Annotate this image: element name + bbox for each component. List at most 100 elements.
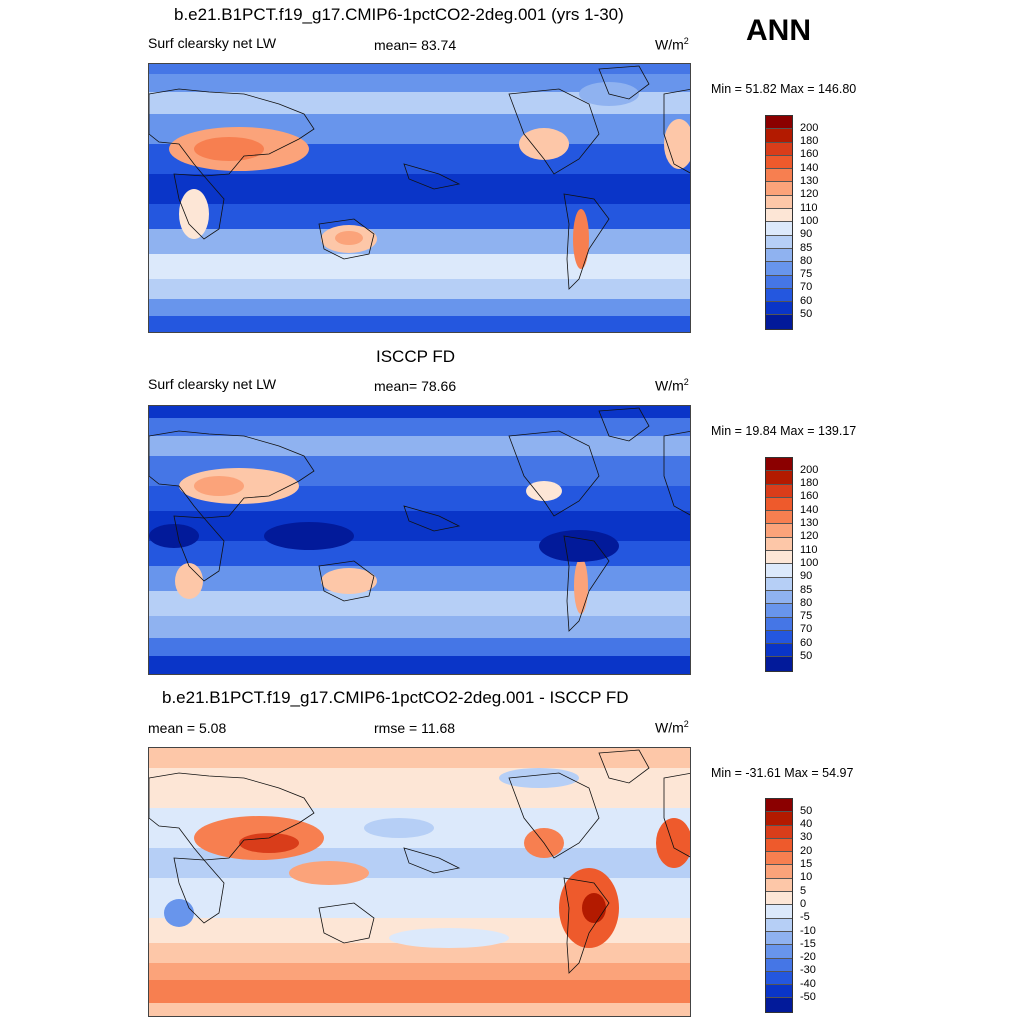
colorbar-swatch — [766, 644, 792, 658]
colorbar-swatch — [766, 471, 792, 485]
colorbar-swatch — [766, 998, 792, 1012]
panel-2-variable-label: Surf clearsky net LW — [148, 376, 277, 392]
colorbar-tick-label: 75 — [800, 268, 813, 281]
colorbar-swatch — [766, 905, 792, 919]
colorbar-tick-label: -40 — [800, 977, 816, 990]
panel-3-title: b.e21.B1PCT.f19_g17.CMIP6-1pctCO2-2deg.0… — [162, 688, 629, 707]
colorbar-swatch — [766, 825, 792, 839]
panel-2-colorbar — [765, 457, 793, 672]
panel-2-title: ISCCP FD — [376, 347, 456, 366]
colorbar-swatch — [766, 577, 792, 591]
colorbar-tick-label: -10 — [800, 924, 816, 937]
colorbar-swatch — [766, 524, 792, 538]
colorbar-swatch — [766, 604, 792, 618]
colorbar-swatch — [766, 262, 792, 276]
colorbar-tick-label: 5 — [800, 884, 807, 897]
colorbar-swatch — [766, 182, 792, 196]
colorbar-swatch — [766, 155, 792, 170]
panel-3-mean-label: mean = 5.08 — [148, 720, 227, 736]
colorbar-tick-label: 90 — [800, 570, 813, 583]
colorbar-tick-label: 70 — [800, 281, 813, 294]
colorbar-tick-label: 200 — [800, 121, 819, 134]
colorbar-swatch — [766, 484, 792, 498]
colorbar-swatch — [766, 209, 792, 223]
panel-3-map — [148, 747, 691, 1017]
panel-1-minmax: Min = 51.82 Max = 146.80 — [711, 82, 857, 96]
season-label: ANN — [746, 14, 811, 47]
colorbar-tick-label: 140 — [800, 161, 819, 174]
panel-1-colorbar — [765, 115, 793, 330]
colorbar-tick-label: -20 — [800, 951, 816, 964]
colorbar-swatch — [766, 971, 792, 986]
colorbar-tick-label: 75 — [800, 610, 813, 623]
colorbar-swatch — [766, 617, 792, 631]
colorbar-swatch — [766, 497, 792, 512]
colorbar-tick-label: 40 — [800, 818, 813, 831]
colorbar-swatch — [766, 195, 792, 210]
colorbar-tick-label: 60 — [800, 294, 813, 307]
colorbar-swatch — [766, 865, 792, 879]
colorbar-swatch — [766, 985, 792, 999]
colorbar-swatch — [766, 288, 792, 303]
panel-2-units: W/m2 — [655, 377, 689, 394]
colorbar-tick-label: -15 — [800, 937, 816, 950]
panel-2-map — [148, 405, 691, 675]
colorbar-swatch — [766, 116, 792, 130]
colorbar-tick-label: -5 — [800, 911, 810, 924]
colorbar-swatch — [766, 315, 792, 329]
colorbar-tick-label: -30 — [800, 964, 816, 977]
colorbar-tick-label: 50 — [800, 308, 813, 320]
colorbar-swatch — [766, 129, 792, 143]
colorbar-tick-label: 140 — [800, 503, 819, 516]
colorbar-swatch — [766, 537, 792, 552]
colorbar-swatch — [766, 799, 792, 813]
panel-2-minmax: Min = 19.84 Max = 139.17 — [711, 424, 857, 438]
panel-2-field — [149, 406, 690, 674]
panel-3-field — [149, 748, 690, 1016]
colorbar-swatch — [766, 657, 792, 671]
colorbar-swatch — [766, 812, 792, 826]
colorbar-swatch — [766, 852, 792, 866]
colorbar-tick-label: 80 — [800, 596, 813, 609]
colorbar-tick-label: 90 — [800, 228, 813, 241]
panel-1-title: b.e21.B1PCT.f19_g17.CMIP6-1pctCO2-2deg.0… — [174, 5, 624, 24]
colorbar-tick-label: 110 — [800, 543, 818, 556]
colorbar-tick-label: 70 — [800, 623, 813, 636]
colorbar-tick-label: 120 — [800, 530, 819, 543]
colorbar-tick-label: 130 — [800, 517, 819, 529]
colorbar-swatch — [766, 918, 792, 932]
panel-1-mean-label: mean= 83.74 — [374, 37, 457, 53]
colorbar-tick-label: 160 — [800, 490, 819, 503]
colorbar-swatch — [766, 222, 792, 236]
colorbar-swatch — [766, 551, 792, 565]
colorbar-swatch — [766, 235, 792, 249]
colorbar-tick-label: 80 — [800, 254, 813, 267]
colorbar-swatch — [766, 511, 792, 525]
colorbar-swatch — [766, 590, 792, 605]
colorbar-tick-label: 120 — [800, 188, 819, 201]
colorbar-swatch — [766, 302, 792, 316]
colorbar-swatch — [766, 458, 792, 472]
colorbar-tick-label: -50 — [800, 991, 816, 1003]
colorbar-swatch — [766, 169, 792, 183]
colorbar-swatch — [766, 878, 792, 893]
panel-1-map — [148, 63, 691, 333]
panel-3-minmax: Min = -31.61 Max = 54.97 — [711, 766, 854, 780]
panel-1-variable-label: Surf clearsky net LW — [148, 35, 277, 51]
colorbar-swatch — [766, 275, 792, 289]
panel-1-units: W/m2 — [655, 36, 689, 53]
colorbar-tick-label: 85 — [800, 583, 813, 596]
colorbar-tick-label: 130 — [800, 175, 819, 187]
colorbar-tick-label: 110 — [800, 201, 818, 214]
colorbar-tick-label: 50 — [800, 804, 813, 817]
colorbar-swatch — [766, 142, 792, 156]
colorbar-tick-label: 20 — [800, 844, 813, 857]
colorbar-swatch — [766, 630, 792, 645]
colorbar-tick-label: 15 — [800, 858, 813, 870]
panel-2-mean-label: mean= 78.66 — [374, 378, 457, 394]
colorbar-tick-label: 180 — [800, 135, 819, 148]
colorbar-tick-label: 180 — [800, 477, 819, 490]
colorbar-tick-label: 85 — [800, 241, 813, 254]
colorbar-tick-label: 30 — [800, 831, 813, 844]
colorbar-tick-label: 100 — [800, 214, 819, 227]
